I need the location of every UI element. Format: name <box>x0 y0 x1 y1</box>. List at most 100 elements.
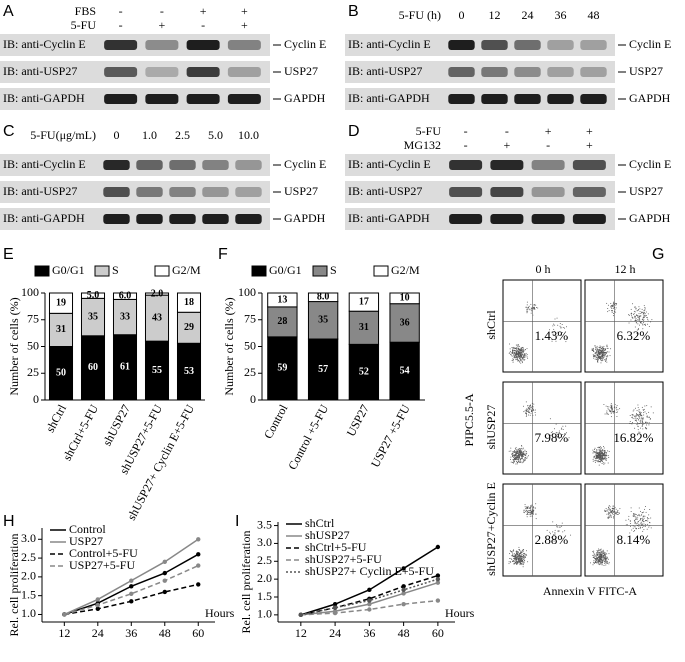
flow-dot <box>549 329 551 331</box>
flow-dot <box>603 456 605 458</box>
series-point <box>196 563 201 568</box>
flow-dot <box>645 422 647 424</box>
flow-dot <box>601 347 603 349</box>
flow-dot <box>600 551 602 553</box>
flow-dot <box>609 508 611 510</box>
flow-dot <box>607 347 609 349</box>
flow-dot <box>614 507 616 509</box>
flow-dot <box>597 356 599 358</box>
flow-dot <box>512 349 514 351</box>
flow-dot <box>562 425 564 427</box>
flow-dot <box>524 555 526 557</box>
flow-dot <box>519 358 521 360</box>
flow-dot <box>605 454 607 456</box>
flow-dot <box>600 362 602 364</box>
series-point <box>162 589 167 595</box>
flow-dot <box>601 351 603 353</box>
series-point <box>401 591 406 596</box>
flow-dot <box>628 515 630 517</box>
flow-dot <box>636 515 638 517</box>
flow-dot <box>600 452 602 454</box>
value-label: 19 <box>56 297 66 308</box>
flow-dot <box>605 405 607 407</box>
flow-dot <box>603 556 605 558</box>
flow-dot <box>639 411 641 413</box>
flow-dot <box>607 311 609 313</box>
flow-dot <box>648 518 650 520</box>
flow-dot <box>522 350 524 352</box>
flow-dot <box>613 407 615 409</box>
flow-dot <box>597 453 599 455</box>
flow-dot <box>523 356 525 358</box>
flow-dot <box>643 412 645 414</box>
flow-dot <box>605 510 607 512</box>
flow-dot <box>604 556 606 558</box>
blot-band <box>490 214 524 224</box>
flow-dot <box>617 409 619 411</box>
flow-dot <box>592 554 594 556</box>
flow-dot <box>594 358 596 360</box>
flow-dot <box>602 348 604 350</box>
flow-dot <box>517 456 519 458</box>
flow-dot <box>515 560 517 562</box>
flow-dot <box>523 555 525 557</box>
flow-dot <box>606 553 608 555</box>
flow-dot <box>614 411 616 413</box>
flow-dot <box>599 560 601 562</box>
blot-band <box>449 214 483 224</box>
flow-dot <box>607 304 609 306</box>
flow-dot <box>606 344 608 346</box>
flow-dot <box>524 512 526 514</box>
flow-dot <box>562 531 564 533</box>
flow-dot <box>635 516 637 518</box>
flow-dot <box>599 356 601 358</box>
flow-dot <box>521 349 523 351</box>
flow-dot <box>601 555 603 557</box>
flow-dot <box>523 411 525 413</box>
value-label: 33 <box>120 311 130 322</box>
flow-dot <box>608 517 610 519</box>
flow-dot <box>524 349 526 351</box>
flow-dot <box>611 411 613 413</box>
flow-dot <box>632 416 634 418</box>
y-tick-label: 50 <box>27 338 39 352</box>
flow-dot <box>604 453 606 455</box>
flow-dot <box>556 433 558 435</box>
flow-dot <box>561 332 563 334</box>
flow-dot <box>509 561 511 563</box>
flow-dot <box>635 414 637 416</box>
flow-dot <box>548 540 550 542</box>
blot-band <box>104 94 138 104</box>
flow-dot <box>520 360 522 362</box>
flow-dot <box>596 349 598 351</box>
flow-dot <box>526 304 528 306</box>
panel-label: G <box>652 246 664 263</box>
flow-dot <box>605 558 607 560</box>
protein-label: Cyclin E <box>284 37 326 51</box>
flow-dot <box>518 557 520 559</box>
flow-dot <box>600 351 602 353</box>
flow-dot <box>629 520 631 522</box>
flow-dot <box>521 551 523 553</box>
flow-dot <box>512 453 514 455</box>
flow-dot <box>566 326 568 328</box>
flow-dot <box>534 409 536 411</box>
flow-dot <box>647 416 649 418</box>
flow-dot <box>608 513 610 515</box>
flow-dot <box>534 411 536 413</box>
flow-dot <box>525 453 527 455</box>
flow-dot <box>639 311 641 313</box>
flow-dot <box>640 518 642 520</box>
flow-dot <box>597 553 599 555</box>
flow-dot <box>601 349 603 351</box>
flow-dot <box>618 511 620 513</box>
flow-dot <box>635 418 637 420</box>
flow-dot <box>511 346 513 348</box>
flow-dot <box>524 459 526 461</box>
flow-dot <box>518 355 520 357</box>
flow-dot <box>516 352 518 354</box>
flow-dot <box>519 360 521 362</box>
series-point <box>401 584 406 589</box>
flow-dot <box>593 456 595 458</box>
